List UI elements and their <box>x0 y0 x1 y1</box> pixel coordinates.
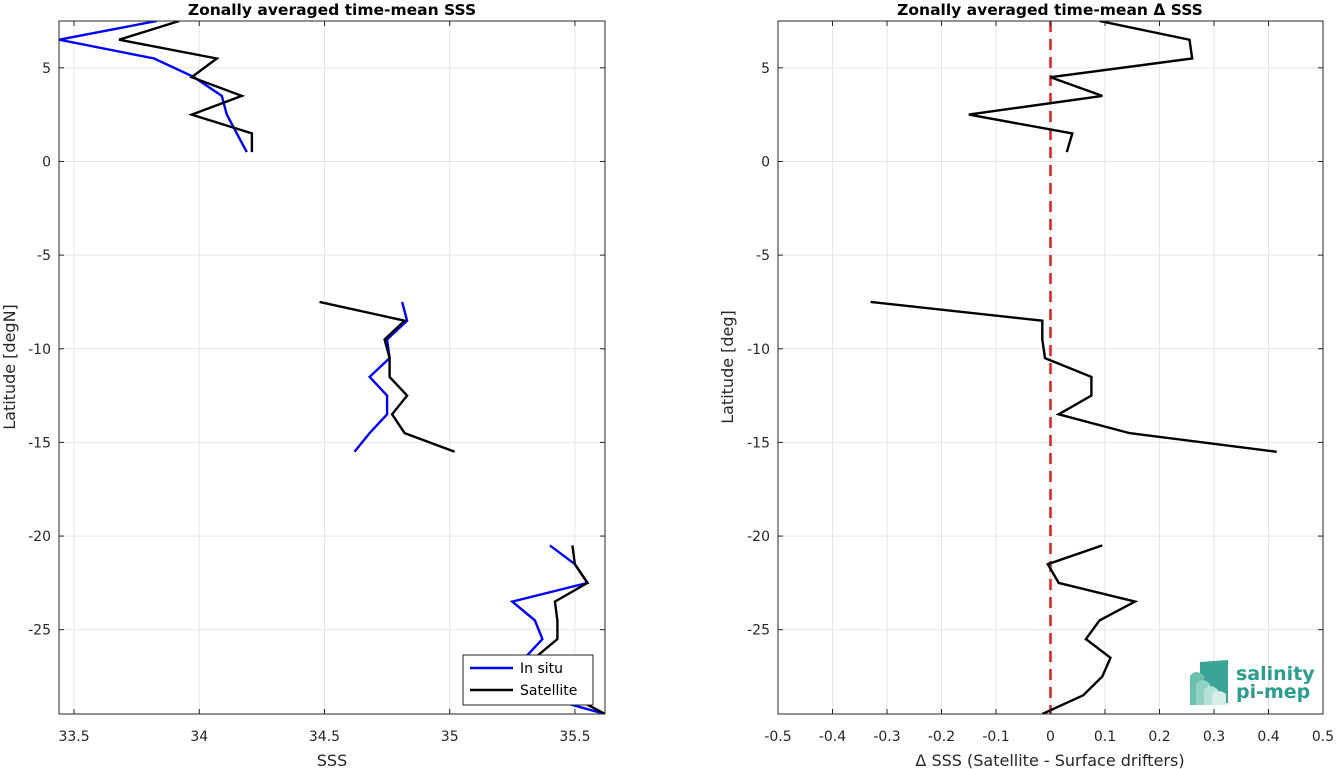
axis-ticks: 33.5 34 34.5 35 35.5 5 0 -5 -10 -15 -20 -25 <box>28 21 605 745</box>
chart-title: Zonally averaged time-mean SSS <box>188 1 476 19</box>
logo-text-salinity: salinity <box>1236 663 1315 685</box>
x-tick-label: -0.3 <box>873 729 900 745</box>
legend-label-in-situ: In situ <box>520 661 563 677</box>
y-tick-label: -5 <box>756 248 770 264</box>
x-tick-label: 35.5 <box>559 729 590 745</box>
x-tick-label: -0.1 <box>982 729 1009 745</box>
x-tick-label: 35 <box>441 729 459 745</box>
x-tick-label: 0.1 <box>1094 729 1116 745</box>
plot-area-background <box>59 21 605 714</box>
plot-area-border <box>58 20 606 715</box>
y-tick-label: -20 <box>28 529 51 545</box>
x-tick-label: 34 <box>190 729 208 745</box>
delta-sss-line-segment <box>1041 544 1139 714</box>
y-tick-label: -10 <box>28 342 51 358</box>
x-tick-label: 0.3 <box>1203 729 1225 745</box>
y-axis-label: Latitude [deg] <box>718 310 737 424</box>
x-tick-label: 34.5 <box>309 729 340 745</box>
wave-logo-icon <box>1190 660 1228 705</box>
y-tick-label: 5 <box>42 61 51 77</box>
y-axis-label: Latitude [degN] <box>0 304 19 430</box>
satellite-line-segment <box>319 300 456 453</box>
in-situ-line-segment <box>353 301 409 453</box>
legend: In situ Satellite <box>462 654 594 706</box>
x-tick-label: -0.5 <box>764 729 791 745</box>
y-tick-label: -20 <box>747 529 770 545</box>
axis-ticks: -0.5 -0.4 -0.3 -0.2 -0.1 0 0.1 0.2 0.3 0.4 0.5 5 0 -5… <box>747 21 1334 745</box>
satellite-line-segment <box>118 21 254 153</box>
y-tick-label: -15 <box>747 435 770 451</box>
x-tick-label: -0.4 <box>819 729 846 745</box>
delta-sss-line-segment <box>870 300 1277 453</box>
y-tick-label: -15 <box>28 435 51 451</box>
x-tick-label: -0.2 <box>928 729 955 745</box>
in-situ-line-segment <box>59 21 248 153</box>
y-tick-label: 5 <box>761 61 770 77</box>
right-panel-delta-sss: -0.5 -0.4 -0.3 -0.2 -0.1 0 0.1 0.2 0.3 0.4 0.5 5 0 -5… <box>718 1 1334 769</box>
series-lines <box>59 21 605 714</box>
y-tick-label: -25 <box>747 623 770 639</box>
x-tick-label: 0 <box>1046 729 1055 745</box>
y-tick-label: -25 <box>28 623 51 639</box>
left-panel-sss: 33.5 34 34.5 35 35.5 5 0 -5 -10 -15 -20 -25 Zonally… <box>0 1 606 769</box>
legend-label-satellite: Satellite <box>520 683 577 699</box>
logo-text-pi-mep: pi-mep <box>1236 681 1310 703</box>
x-tick-label: 33.5 <box>58 729 89 745</box>
y-tick-label: 0 <box>42 154 51 170</box>
x-axis-label: Δ SSS (Satellite - Surface drifters) <box>915 751 1184 769</box>
y-tick-label: -10 <box>747 342 770 358</box>
grid-lines <box>59 21 605 714</box>
series-lines <box>870 21 1277 714</box>
x-tick-label: 0.4 <box>1257 729 1279 745</box>
x-axis-label: SSS <box>317 751 347 769</box>
legend-box <box>462 654 594 706</box>
x-tick-label: 0.2 <box>1148 729 1170 745</box>
delta-sss-line-segment <box>968 21 1194 153</box>
x-tick-label: 0.5 <box>1312 729 1334 745</box>
chart-title: Zonally averaged time-mean Δ SSS <box>897 1 1203 19</box>
y-tick-label: 0 <box>761 154 770 170</box>
salinity-pi-mep-logo: salinity pi-mep <box>1190 660 1315 705</box>
y-tick-label: -5 <box>37 248 51 264</box>
